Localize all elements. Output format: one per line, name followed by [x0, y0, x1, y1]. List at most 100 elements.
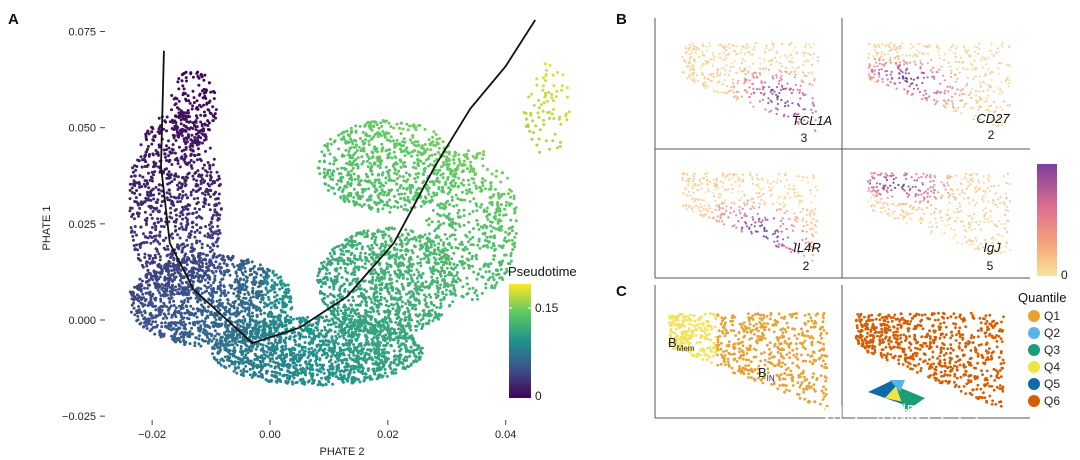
cell-point: [300, 368, 304, 372]
cell-point: [263, 334, 267, 338]
cell-point: [399, 248, 403, 252]
cell-point: [310, 337, 314, 341]
cell-point: [155, 249, 159, 253]
cell-point: [246, 325, 250, 329]
cell-point: [248, 335, 252, 339]
cell-point: [251, 345, 255, 349]
cell-point: [256, 327, 259, 331]
cell-point: [197, 263, 201, 266]
cell-point: [224, 320, 228, 324]
cell-point: [266, 355, 270, 359]
cell-point: [339, 373, 343, 377]
cell-point: [246, 302, 250, 306]
cell-point: [212, 337, 216, 341]
cell-point: [360, 232, 364, 236]
cell-point: [208, 163, 212, 167]
cell-point: [404, 355, 407, 359]
cell-point: [208, 227, 212, 231]
cell-point: [392, 179, 396, 183]
cell-point: [154, 161, 158, 165]
cell-point: [213, 315, 217, 319]
cell-point: [361, 366, 365, 370]
cell-point: [218, 253, 222, 257]
cell-point: [344, 338, 348, 342]
cell-point: [268, 311, 272, 315]
cell-point: [373, 241, 377, 245]
cell-point: [212, 244, 216, 248]
cell-point: [397, 192, 401, 196]
cell-point: [273, 303, 277, 307]
cell-point: [252, 361, 256, 365]
cell-point: [299, 378, 302, 382]
cell-point: [218, 269, 222, 273]
cell-point: [220, 278, 224, 281]
cell-point: [203, 198, 207, 202]
cell-point: [220, 322, 224, 326]
cell-point: [168, 300, 172, 304]
cell-point: [383, 245, 387, 249]
cell-point: [177, 267, 181, 271]
cell-point: [397, 262, 401, 266]
cell-point: [264, 344, 268, 348]
cell-point: [339, 137, 343, 141]
cell-point: [229, 343, 233, 347]
cell-point: [226, 298, 230, 302]
cell-point: [347, 307, 351, 310]
cell-point: [438, 137, 442, 140]
cell-point: [407, 314, 411, 317]
cell-point: [269, 332, 273, 335]
cell-point: [137, 295, 141, 298]
cell-point: [336, 359, 340, 362]
cell-point: [203, 257, 207, 261]
cell-point: [180, 210, 184, 214]
cell-point: [209, 220, 213, 224]
cell-point: [159, 297, 163, 301]
cell-point: [154, 298, 157, 302]
cell-point: [262, 305, 266, 309]
cell-point: [157, 116, 161, 120]
cell-point: [384, 176, 388, 180]
cell-point: [342, 259, 346, 262]
cell-point: [281, 282, 285, 286]
cell-point: [230, 304, 234, 308]
cell-point: [412, 339, 416, 343]
cell-point: [184, 142, 188, 146]
cell-point: [129, 230, 133, 234]
cell-point: [245, 356, 249, 360]
cell-point: [159, 266, 163, 270]
cell-point: [144, 136, 148, 140]
cell-point: [166, 173, 170, 177]
cell-point: [389, 135, 393, 139]
cell-point: [150, 316, 154, 320]
cell-point: [231, 254, 235, 258]
cell-point: [156, 288, 160, 292]
cell-point: [136, 248, 139, 252]
cell-point: [318, 269, 322, 273]
cell-point: [140, 185, 144, 189]
cell-point: [227, 330, 231, 333]
cell-point: [227, 335, 231, 339]
cell-point: [320, 261, 323, 265]
cell-point: [284, 336, 288, 340]
cell-point: [412, 351, 416, 355]
cell-point: [374, 320, 378, 324]
cell-point: [216, 266, 220, 270]
cell-point: [340, 166, 344, 170]
cell-point: [429, 295, 433, 299]
cell-point: [220, 291, 224, 295]
cell-point: [352, 353, 356, 357]
cell-point: [405, 242, 408, 246]
cell-point: [281, 360, 285, 364]
cell-point: [342, 305, 346, 309]
cell-point: [142, 241, 146, 245]
cell-point: [375, 351, 379, 355]
cell-point: [429, 300, 433, 304]
cell-point: [385, 350, 389, 354]
cell-point: [336, 306, 340, 310]
cell-point: [312, 381, 316, 385]
cell-point: [401, 261, 405, 265]
cell-point: [359, 365, 363, 369]
cell-point: [440, 260, 444, 264]
cell-point: [280, 286, 284, 290]
